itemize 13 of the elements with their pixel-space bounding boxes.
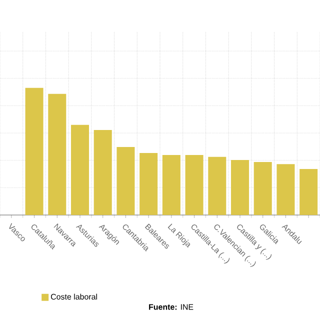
bar — [300, 168, 318, 215]
bar — [48, 94, 66, 215]
bar — [185, 155, 204, 215]
bar — [208, 156, 226, 215]
bar — [25, 88, 44, 215]
bar — [140, 152, 158, 215]
bar — [162, 155, 180, 215]
bar — [94, 130, 112, 215]
bar — [116, 147, 135, 215]
bar — [276, 164, 295, 215]
bar — [254, 162, 272, 215]
bar — [71, 124, 89, 215]
bar — [231, 160, 249, 215]
